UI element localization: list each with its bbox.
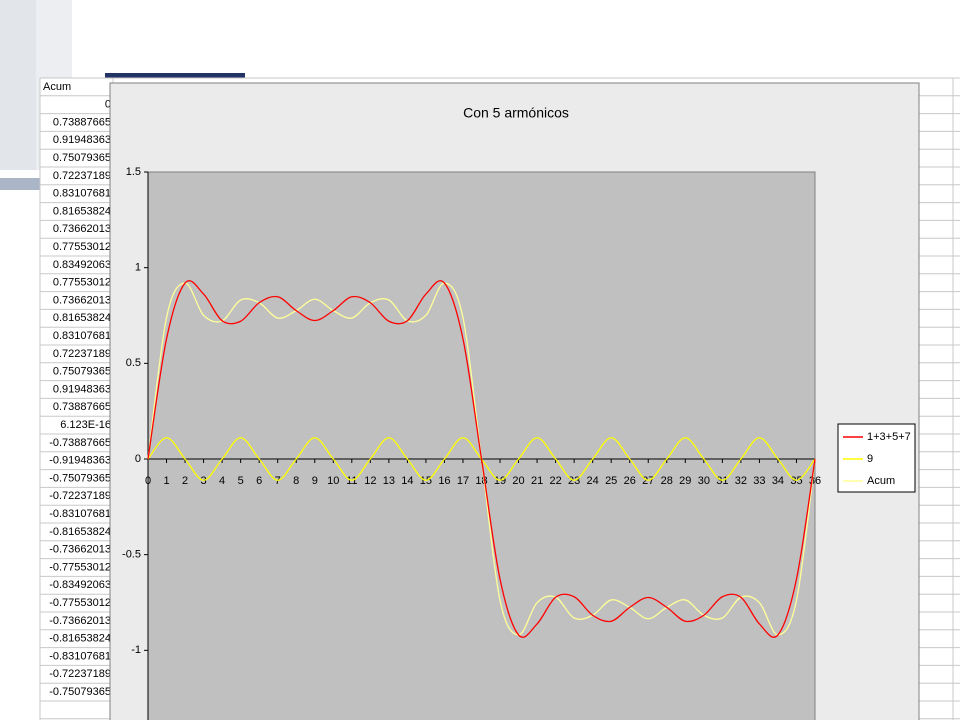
cell: -0.75079365 bbox=[49, 472, 111, 484]
cell: 0.77553012 bbox=[53, 241, 111, 253]
legend-label: 1+3+5+7 bbox=[867, 431, 911, 443]
cell: -0.91948363 bbox=[49, 455, 111, 467]
x-tick-label: 21 bbox=[531, 475, 543, 487]
x-tick-label: 14 bbox=[401, 475, 413, 487]
cell: 0.75079365 bbox=[53, 366, 111, 378]
cell: -0.83492063 bbox=[49, 579, 111, 591]
legend-label: 9 bbox=[867, 453, 873, 465]
cell: 0.91948363 bbox=[53, 134, 111, 146]
header-cell: Acum bbox=[43, 81, 71, 93]
cell: 0.81653824 bbox=[53, 205, 111, 217]
plot-area bbox=[147, 171, 816, 720]
x-tick-label: 8 bbox=[293, 475, 299, 487]
x-tick-label: 33 bbox=[753, 475, 765, 487]
cell: 0.77553012 bbox=[53, 277, 111, 289]
cell: -0.75079365 bbox=[49, 686, 111, 698]
cell: 0.73662013 bbox=[53, 223, 111, 235]
cell: 0.83107681 bbox=[53, 188, 111, 200]
cell: -0.73662013 bbox=[49, 544, 111, 556]
x-tick-label: 6 bbox=[256, 475, 262, 487]
cell: -0.73887665 bbox=[49, 437, 111, 449]
cell: -0.83107681 bbox=[49, 508, 111, 520]
x-tick-label: 2 bbox=[182, 475, 188, 487]
cell: -0.73662013 bbox=[49, 615, 111, 627]
y-tick-label: 0 bbox=[135, 453, 141, 465]
x-tick-label: 29 bbox=[679, 475, 691, 487]
cell: 0.72237189 bbox=[53, 348, 111, 360]
x-tick-label: 5 bbox=[238, 475, 244, 487]
x-tick-label: 1 bbox=[163, 475, 169, 487]
y-tick-label: 1 bbox=[135, 262, 141, 274]
y-tick-label: -0.5 bbox=[122, 549, 141, 561]
x-tick-label: 30 bbox=[698, 475, 710, 487]
x-tick-label: 17 bbox=[457, 475, 469, 487]
cell: 0.72237189 bbox=[53, 170, 111, 182]
cell: -0.83107681 bbox=[49, 650, 111, 662]
cell: 0.81653824 bbox=[53, 312, 111, 324]
cell: -0.72237189 bbox=[49, 668, 111, 680]
cell: -0.77553012 bbox=[49, 561, 111, 573]
cell: 0.83107681 bbox=[53, 330, 111, 342]
cell: 0.83492063 bbox=[53, 259, 111, 271]
chart-title: Con 5 armónicos bbox=[463, 105, 569, 121]
cell: -0.72237189 bbox=[49, 490, 111, 502]
slide-decoration bbox=[0, 0, 36, 170]
cell: 0.75079365 bbox=[53, 152, 111, 164]
cell: -0.77553012 bbox=[49, 597, 111, 609]
legend-label: Acum bbox=[867, 475, 895, 487]
x-tick-label: 12 bbox=[364, 475, 376, 487]
x-tick-label: 34 bbox=[772, 475, 784, 487]
cell: 0.91948363 bbox=[53, 383, 111, 395]
cell: 0.73887665 bbox=[53, 401, 111, 413]
x-tick-label: 22 bbox=[549, 475, 561, 487]
x-tick-label: 10 bbox=[327, 475, 339, 487]
chart-window: Con 5 armónicos -1-0.500.511.50 1 2 3 4 5 6 7 8 9… bbox=[109, 82, 920, 720]
x-tick-label: 0 bbox=[145, 475, 151, 487]
x-tick-label: 20 bbox=[512, 475, 524, 487]
cell: 6.123E-16 bbox=[60, 419, 111, 431]
x-tick-label: 24 bbox=[587, 475, 599, 487]
x-tick-label: 9 bbox=[312, 475, 318, 487]
cell: 0.73662013 bbox=[53, 294, 111, 306]
cell: 0.73887665 bbox=[53, 116, 111, 128]
x-tick-label: 28 bbox=[661, 475, 673, 487]
y-tick-label: 0.5 bbox=[126, 357, 141, 369]
x-tick-label: 32 bbox=[735, 475, 747, 487]
x-tick-label: 4 bbox=[219, 475, 225, 487]
x-tick-label: 16 bbox=[438, 475, 450, 487]
x-tick-label: 25 bbox=[605, 475, 617, 487]
y-tick-label: -1 bbox=[131, 644, 141, 656]
cell: -0.81653824 bbox=[49, 633, 111, 645]
x-tick-label: 26 bbox=[624, 475, 636, 487]
y-tick-label: 1.5 bbox=[126, 166, 141, 178]
series-line bbox=[147, 280, 816, 638]
x-tick-label: 13 bbox=[383, 475, 395, 487]
cell: -0.81653824 bbox=[49, 526, 111, 538]
cell: 0 bbox=[105, 99, 111, 111]
